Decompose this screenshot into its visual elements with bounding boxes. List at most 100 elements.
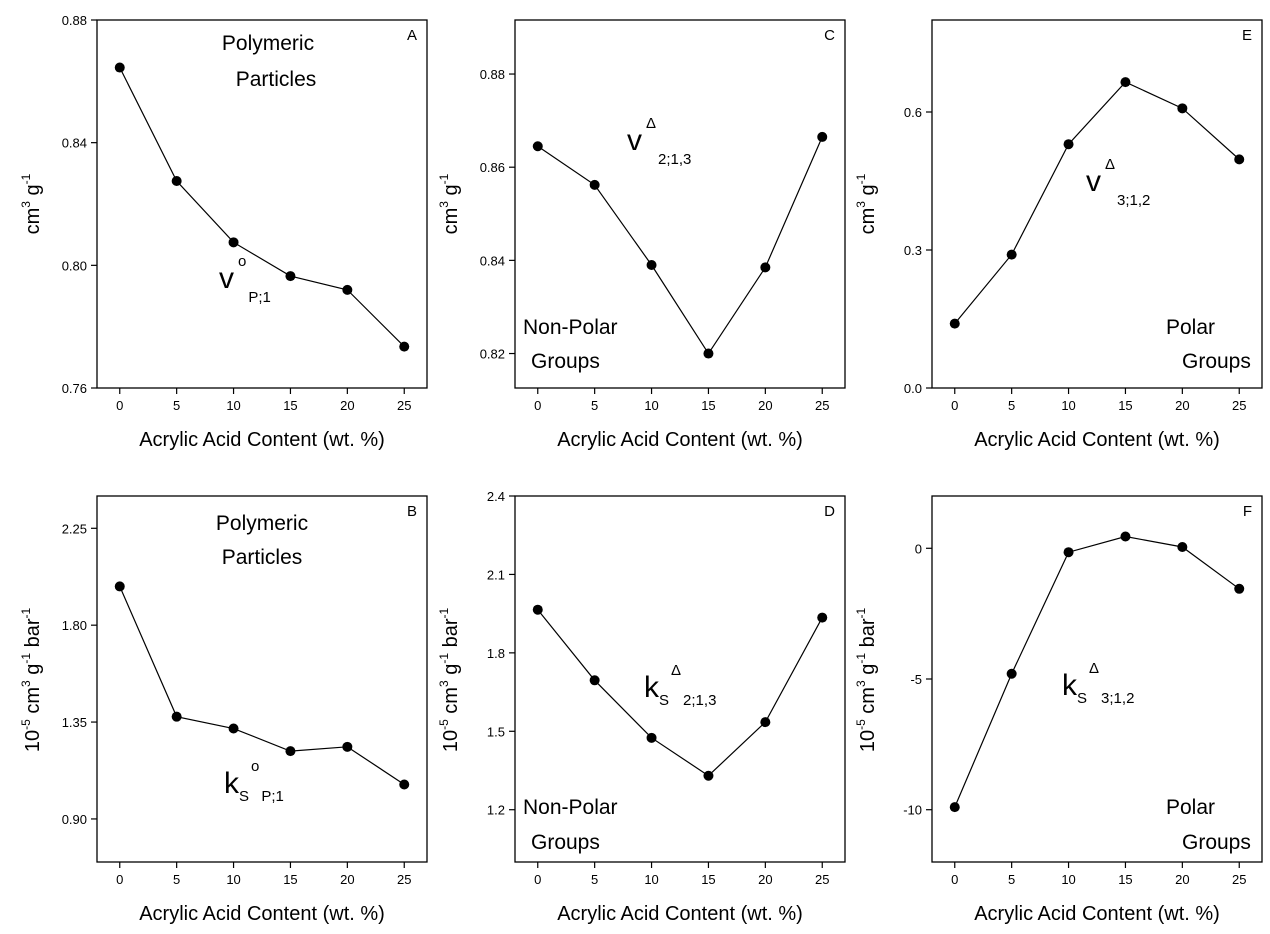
x-tick-label: 25 [815,398,829,413]
y-tick-label: 0 [915,541,922,556]
y-tick-label: 0.76 [62,381,87,396]
data-point [1006,668,1017,679]
x-tick-label: 5 [591,398,598,413]
panel-annotation: Groups [1182,350,1251,373]
x-tick-label: 20 [1175,872,1189,887]
symbol-subscript: P;1 [248,289,271,306]
panel-annotation: Groups [531,831,600,854]
data-point [285,271,296,282]
y-unit-pressure-exponent: -1 [854,608,868,619]
x-tick-label: 20 [758,872,772,887]
x-tick-label: 15 [701,872,715,887]
data-point [399,341,410,352]
y-tick-label: 0.82 [480,347,505,362]
y-unit-volume: cm [857,208,879,235]
data-point [1063,547,1074,558]
x-tick-label: 10 [226,872,240,887]
panel-annotation: Groups [531,350,600,373]
x-tick-label: 25 [1232,872,1246,887]
plot-frame [514,19,846,389]
y-tick-label: 1.80 [62,618,87,633]
x-tick-label: 20 [340,398,354,413]
x-tick-label: 5 [591,872,598,887]
x-tick-label: 0 [116,398,123,413]
series-line [537,609,823,777]
y-unit-volume: cm [22,687,44,719]
plot-frame [96,495,428,863]
x-tick-label: 20 [758,398,772,413]
panel-annotation: Polar [1166,796,1215,819]
y-unit-prefix: 10 [440,730,462,752]
panel-letter: E [1242,27,1252,44]
y-axis-title: cm3 g-1 [854,173,879,234]
y-tick-label: 0.80 [62,258,87,273]
x-tick-label: 0 [534,398,541,413]
y-unit-pressure-exponent: -1 [19,608,33,619]
x-axis-title: Acrylic Acid Content (wt. %) [557,429,803,451]
y-tick-label: 0.84 [62,136,87,151]
x-tick-label: 15 [283,398,297,413]
data-point [949,318,960,329]
x-axis-title: Acrylic Acid Content (wt. %) [139,429,385,451]
x-tick-label: 10 [1061,872,1075,887]
y-axis-title: cm3 g-1 [437,173,462,234]
panel-e: 0 5 10 15 20 25 0.0 0.3 0.6 Acrylic Acid Content … [854,19,1263,451]
panel-f: 0 5 10 15 20 25 -10 -5 0 Acrylic Acid Content (wt… [854,495,1263,925]
x-tick-label: 15 [1118,398,1132,413]
x-tick-label: 25 [815,872,829,887]
y-tick-label: 0.3 [904,243,922,258]
y-unit-mass: g [22,184,44,201]
data-point [171,711,182,722]
x-tick-label: 15 [1118,872,1132,887]
y-unit-mass: g [857,184,879,201]
data-point [1177,103,1188,114]
panel-annotation: Particles [236,68,317,91]
symbol-base: v [219,262,234,295]
symbol-base-subscript: S [659,692,669,709]
symbol-subscript: 2;1,3 [658,151,691,168]
x-tick-label: 5 [1008,872,1015,887]
x-tick-label: 5 [1008,398,1015,413]
y-unit-pressure: bar [22,618,44,653]
y-unit-mass-exponent: -1 [437,173,451,184]
panel-letter: B [407,503,417,520]
y-unit-volume: cm [857,687,879,719]
x-axis-title: Acrylic Acid Content (wt. %) [557,903,803,925]
panel-annotation: Polar [1166,316,1215,339]
data-point [228,237,239,248]
series-line [119,67,405,348]
y-tick-label: -10 [903,803,922,818]
property-symbol: vo P;1 [219,253,271,306]
y-tick-label: 0.90 [62,812,87,827]
plot-frame [931,19,1263,389]
data-point [1120,77,1131,88]
x-tick-label: 10 [644,872,658,887]
data-point [399,779,410,790]
series-line [954,535,1240,808]
y-tick-label: 2.1 [487,567,505,582]
symbol-subscript: 3;1,2 [1117,192,1150,209]
y-unit-volume-exponent: 3 [19,201,33,208]
y-tick-label: 0.88 [62,13,87,28]
y-axis-title: 10-5 cm3 g-1 bar-1 [437,608,462,753]
data-point [1177,541,1188,552]
data-point [114,581,125,592]
x-tick-label: 15 [283,872,297,887]
symbol-subscript: 3;1,2 [1101,690,1134,707]
panel-c: 0 5 10 15 20 25 0.82 0.84 0.86 0.88 Acrylic Acid C… [437,19,846,451]
panel-d: 0 5 10 15 20 25 1.2 1.5 1.8 2.1 2.4 Acrylic Acid Co… [437,489,846,925]
y-unit-prefix-exponent: -5 [854,719,868,730]
x-tick-label: 10 [1061,398,1075,413]
data-point [1120,531,1131,542]
panel-annotation: Particles [222,546,303,569]
data-point [589,179,600,190]
symbol-superscript: Δ [1089,660,1099,677]
y-unit-mass: g [440,664,462,681]
data-point [532,141,543,152]
x-axis-title: Acrylic Acid Content (wt. %) [139,903,385,925]
y-unit-mass: g [857,664,879,681]
y-unit-mass-exponent: -1 [854,173,868,184]
y-axis-title: cm3 g-1 [19,173,44,234]
panel-annotation: Non-Polar [523,796,618,819]
